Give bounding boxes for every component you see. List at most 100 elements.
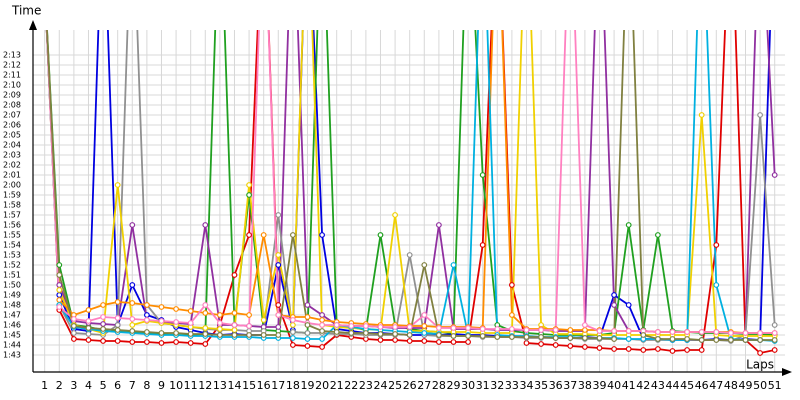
x-tick-label: 43 xyxy=(651,379,665,392)
data-point xyxy=(304,343,311,349)
data-point xyxy=(275,312,282,318)
data-point xyxy=(698,329,705,335)
data-point xyxy=(625,336,632,342)
data-point xyxy=(596,335,603,341)
x-tick-label: 11 xyxy=(184,379,198,392)
data-point xyxy=(289,329,296,335)
data-point xyxy=(392,331,398,337)
x-tick-label: 16 xyxy=(257,379,271,392)
data-point xyxy=(114,182,121,188)
data-point xyxy=(435,332,442,338)
data-point xyxy=(581,335,588,341)
data-point xyxy=(289,317,296,323)
x-tick-label: 31 xyxy=(476,379,490,392)
data-point xyxy=(538,334,544,340)
y-tick-label: 1:56 xyxy=(3,221,21,230)
x-tick-label: 8 xyxy=(143,379,150,392)
data-point xyxy=(100,338,106,344)
data-point xyxy=(289,342,296,348)
data-point xyxy=(392,324,398,330)
data-point xyxy=(56,282,63,288)
data-point xyxy=(56,272,63,278)
x-tick-label: 28 xyxy=(432,379,446,392)
data-point xyxy=(757,337,763,343)
x-tick-label: 14 xyxy=(227,379,241,392)
data-point xyxy=(392,212,398,218)
data-point xyxy=(713,282,720,288)
y-tick-label: 1:47 xyxy=(3,311,21,320)
x-tick-label: 36 xyxy=(549,379,563,392)
data-point xyxy=(435,325,442,331)
data-point xyxy=(348,323,355,329)
data-point xyxy=(757,330,763,336)
data-point xyxy=(129,328,136,334)
x-tick-label: 41 xyxy=(622,379,636,392)
x-tick-label: 20 xyxy=(315,379,329,392)
x-tick-label: 47 xyxy=(709,379,723,392)
x-tick-label: 18 xyxy=(286,379,300,392)
data-point xyxy=(757,350,763,356)
data-point xyxy=(143,302,150,308)
data-point xyxy=(698,347,705,353)
data-point xyxy=(523,327,530,333)
data-point xyxy=(158,340,165,346)
x-tick-label: 10 xyxy=(169,379,183,392)
data-point xyxy=(654,336,661,342)
data-point xyxy=(625,302,632,308)
x-tick-label: 45 xyxy=(680,379,694,392)
x-tick-label: 21 xyxy=(330,379,344,392)
data-point xyxy=(56,262,63,268)
y-tick-label: 2:10 xyxy=(3,81,21,90)
data-point xyxy=(611,302,617,308)
data-point xyxy=(348,330,355,336)
data-point xyxy=(216,326,223,332)
data-point xyxy=(479,326,486,332)
data-point xyxy=(567,335,574,341)
data-point xyxy=(246,332,252,338)
data-point xyxy=(611,346,617,352)
x-tick-label: 5 xyxy=(100,379,107,392)
data-point xyxy=(246,312,252,318)
x-tick-label: 9 xyxy=(158,379,165,392)
data-point xyxy=(231,310,238,316)
data-point xyxy=(114,327,121,333)
data-point xyxy=(698,337,705,343)
data-point xyxy=(727,330,734,336)
ticks: 1:431:441:451:461:471:481:491:501:511:52… xyxy=(3,51,782,393)
data-point xyxy=(742,330,749,336)
data-point xyxy=(202,325,209,331)
x-axis-arrow xyxy=(782,368,792,376)
data-point xyxy=(304,314,311,320)
data-point xyxy=(523,340,530,346)
data-point xyxy=(538,341,544,347)
data-point xyxy=(304,322,311,328)
data-point xyxy=(771,337,778,343)
data-point xyxy=(421,262,428,268)
data-point xyxy=(406,338,413,344)
x-tick-label: 51 xyxy=(768,379,782,392)
data-point xyxy=(333,329,340,335)
data-point xyxy=(56,287,63,293)
data-point xyxy=(85,318,92,324)
data-point xyxy=(202,302,209,308)
data-point xyxy=(377,232,384,238)
data-point xyxy=(654,346,661,352)
data-point xyxy=(406,252,413,258)
data-point xyxy=(85,307,92,313)
y-tick-label: 1:49 xyxy=(3,291,21,300)
y-tick-label: 1:52 xyxy=(3,261,21,270)
data-point xyxy=(158,330,165,336)
y-tick-label: 1:48 xyxy=(3,301,21,310)
data-point xyxy=(596,345,603,351)
data-point xyxy=(727,337,734,343)
data-point xyxy=(640,332,647,338)
data-point xyxy=(231,272,238,278)
data-point xyxy=(479,333,486,339)
y-tick-label: 2:08 xyxy=(3,101,21,110)
data-point xyxy=(275,324,282,330)
x-tick-label: 26 xyxy=(403,379,417,392)
data-point xyxy=(231,327,238,333)
data-point xyxy=(640,347,647,353)
data-point xyxy=(362,330,369,336)
data-point xyxy=(114,338,121,344)
